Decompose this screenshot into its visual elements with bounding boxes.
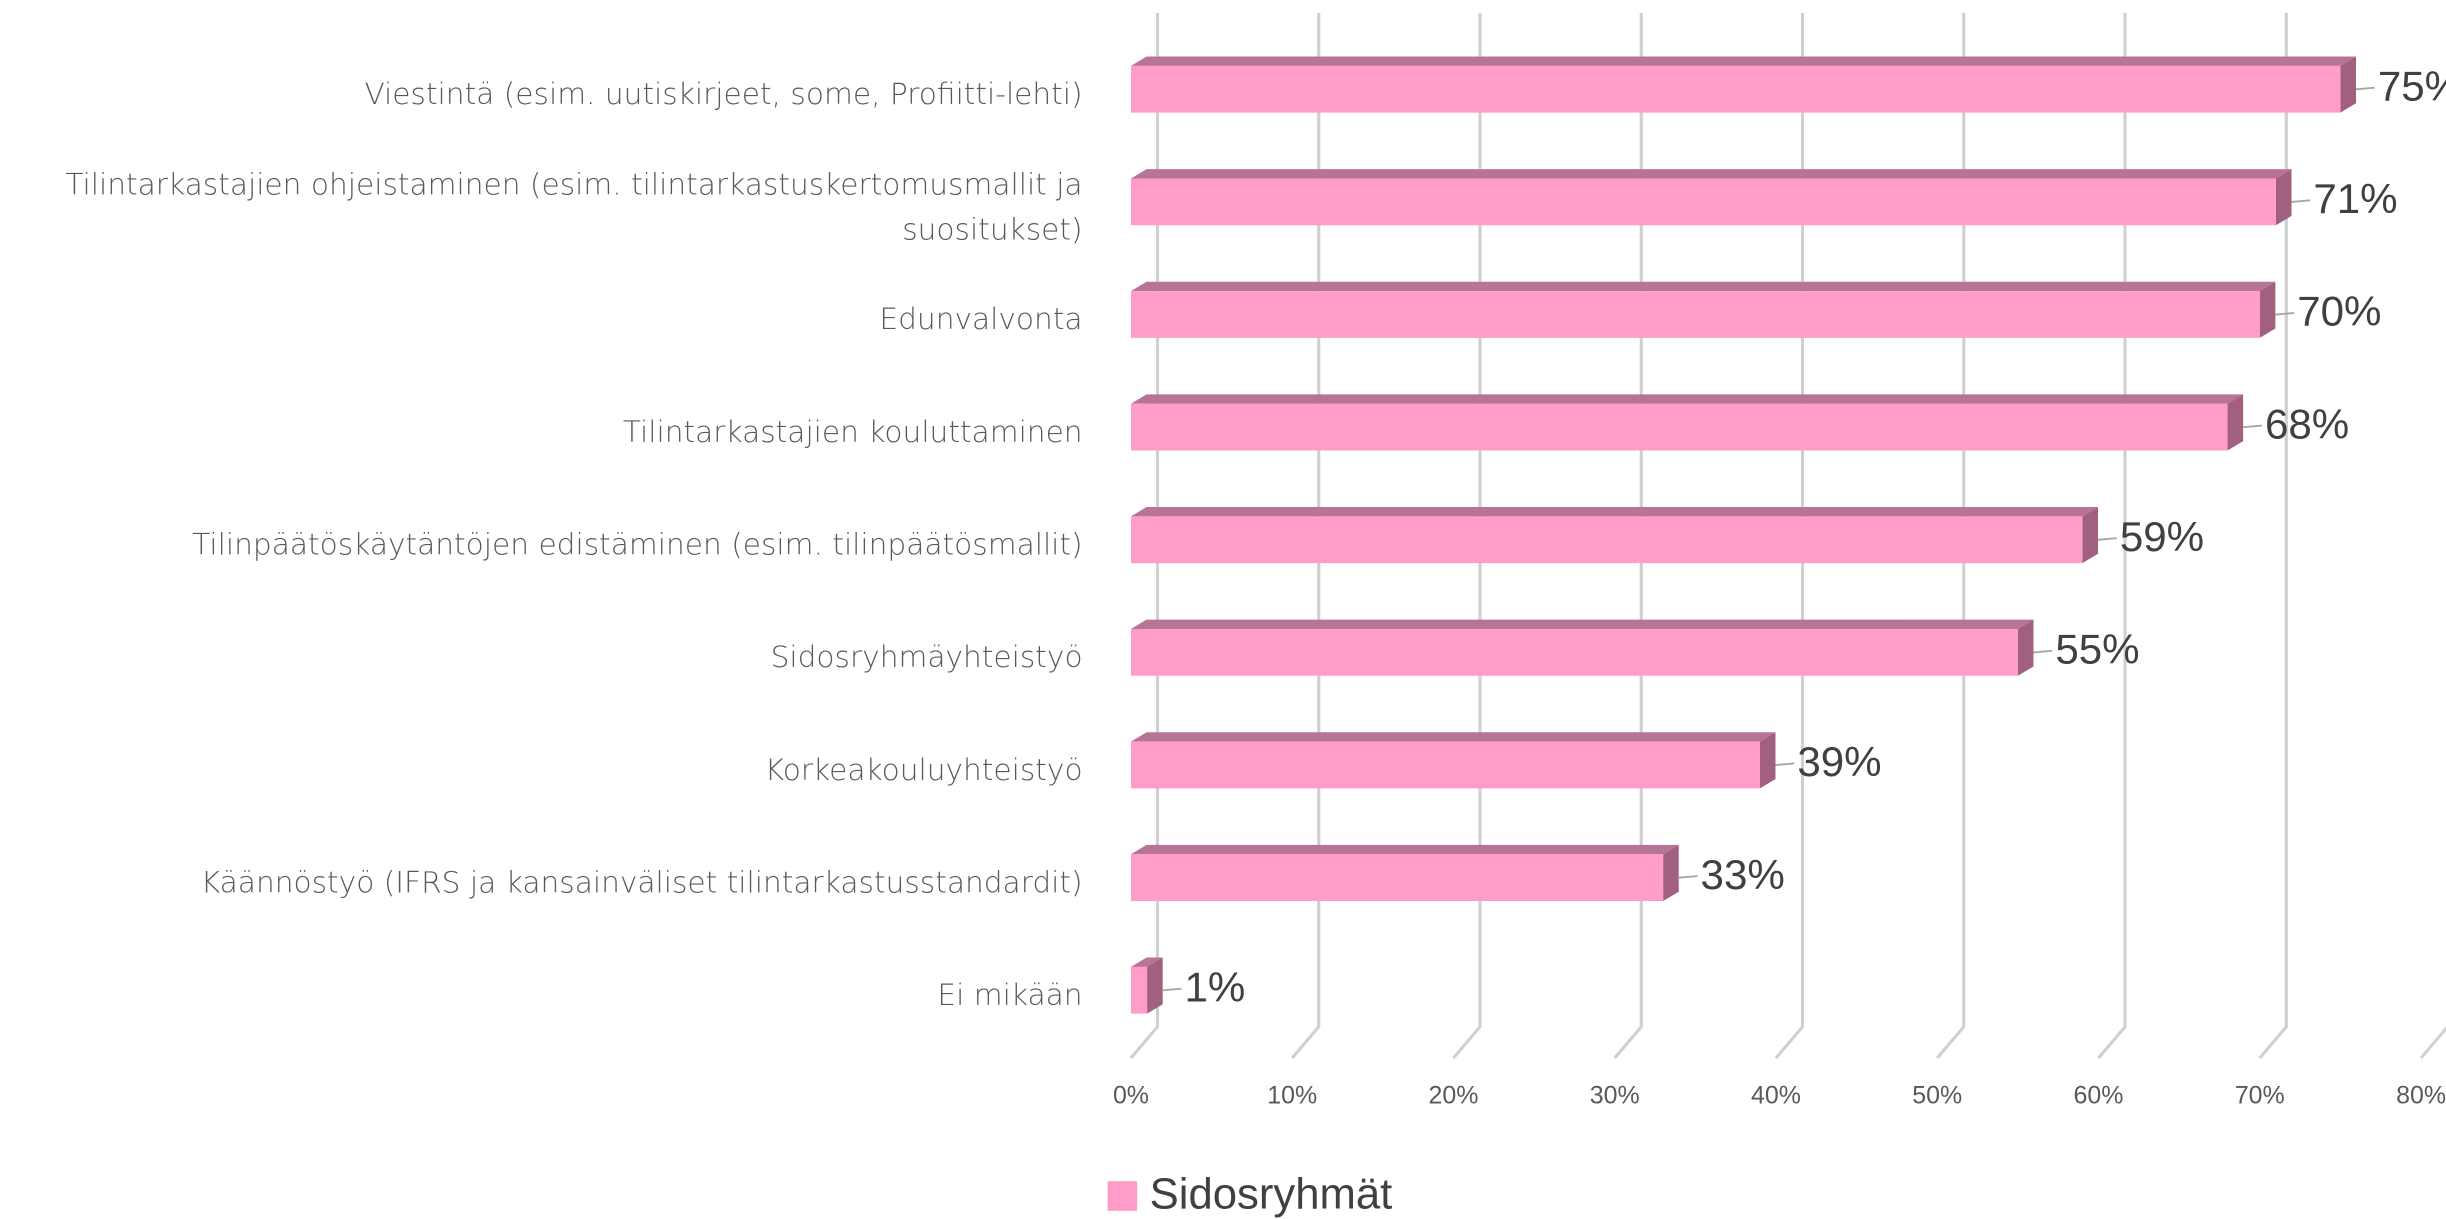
value-label: 39% [1797, 738, 1881, 785]
x-tick-label: 20% [1429, 1082, 1479, 1110]
bar [1130, 56, 2357, 113]
leader-line [2243, 424, 2262, 429]
x-tick-label: 60% [2074, 1082, 2124, 1110]
category-label: Viestintä (esim. uutiskirjeet, some, Pro… [364, 76, 1082, 111]
x-tick-label: 80% [2396, 1082, 2446, 1110]
value-label: 55% [2055, 626, 2139, 673]
leader-line [2291, 199, 2311, 203]
category-label: Sidosryhmäyhteistyö [771, 639, 1083, 674]
grid-line [2097, 12, 2127, 1059]
value-label: 1% [1185, 963, 1246, 1010]
value-label: 59% [2120, 513, 2204, 560]
bar [1130, 732, 1776, 789]
bar [1130, 394, 2244, 451]
x-tick-label: 0% [1113, 1082, 1149, 1110]
legend-label: Sidosryhmät [1150, 1169, 1393, 1218]
category-label: Tilintarkastajien ohjeistaminen (esim. t… [65, 166, 1082, 246]
grid-line [1774, 12, 1805, 1059]
category-label: Ei mikään [937, 977, 1082, 1012]
legend-swatch [1107, 1181, 1138, 1211]
leader-line [1162, 987, 1182, 992]
category-label: Edunvalvonta [879, 301, 1082, 336]
grid-line [2419, 12, 2446, 1059]
x-tick-label: 50% [1912, 1082, 1962, 1110]
value-label: 70% [2297, 288, 2381, 335]
category-label: Käännöstyö (IFRS ja kansainväliset tilin… [201, 864, 1083, 899]
grid-line [2258, 12, 2288, 1059]
grid-line [1936, 12, 1966, 1059]
leader-line [1775, 762, 1795, 766]
bar [1130, 169, 2292, 226]
x-tick-label: 70% [2235, 1082, 2285, 1110]
value-label: 33% [1701, 851, 1785, 898]
bar [1130, 957, 1163, 1014]
bar [1130, 507, 2098, 564]
x-tick-label: 10% [1267, 1082, 1317, 1110]
value-label: 68% [2265, 400, 2349, 447]
bar [1130, 844, 1679, 902]
bar [1130, 281, 2276, 338]
category-label: Korkeakouluyhteistyö [765, 752, 1083, 787]
value-label: 71% [2313, 175, 2397, 222]
leader-line [2033, 649, 2053, 654]
grid-line [1129, 12, 1160, 1059]
category-label: Tilintarkastajien kouluttaminen [623, 414, 1083, 449]
leader-line [2275, 312, 2295, 316]
leader-line [1678, 875, 1698, 879]
value-label: 75% [2378, 62, 2446, 109]
x-tick-label: 30% [1590, 1082, 1640, 1110]
x-tick-label: 40% [1751, 1082, 1801, 1110]
grid-line [1291, 12, 1321, 1059]
leader-line [2355, 86, 2375, 91]
category-label: Tilinpäätöskäytäntöjen edistäminen (esim… [192, 527, 1082, 562]
grid-line [1613, 12, 1643, 1059]
bar [1130, 619, 2034, 676]
grid-line [1452, 12, 1482, 1059]
leader-line [2097, 537, 2117, 541]
